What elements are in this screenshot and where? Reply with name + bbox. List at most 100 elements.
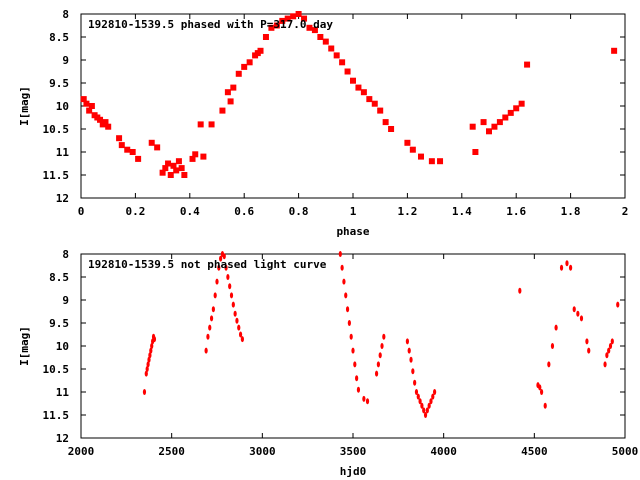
panel2-data-point	[226, 274, 230, 280]
panel1-y-tick-label: 12	[56, 192, 69, 205]
panel2-data-point	[378, 352, 382, 359]
panel1-data-point	[290, 13, 297, 20]
panel2-data-point	[429, 398, 433, 405]
panel1-y-tick-label: 9	[62, 54, 69, 67]
panel2-data-point	[587, 347, 591, 354]
panel2-data-point	[411, 368, 415, 375]
panel2-data-point	[414, 389, 419, 395]
panel2-data-point	[235, 317, 239, 324]
panel2-data-point	[538, 384, 542, 391]
panel1-data-point	[178, 165, 185, 172]
panel2-data-point	[149, 347, 153, 354]
panel2-data-point	[353, 361, 357, 368]
panel2-x-tick-label: 4000	[430, 445, 457, 458]
panel2-data-point	[365, 398, 370, 405]
panel1-data-point	[311, 27, 318, 34]
panel1-data-point	[192, 151, 199, 158]
panel2-data-point	[340, 264, 344, 271]
panel2-data-point	[418, 398, 422, 405]
panel2-data-point	[427, 402, 431, 409]
panel1-data-point	[350, 77, 356, 84]
panel2-data-point	[237, 324, 241, 331]
panel2-data-point	[349, 333, 353, 340]
panel1-data-point	[262, 34, 269, 40]
panel1-data-point	[518, 100, 525, 107]
panel2-data-point	[224, 264, 228, 271]
panel1-data-point	[175, 158, 182, 165]
panel1-data-point	[366, 96, 373, 103]
panel1-data-point	[524, 61, 531, 68]
panel1-data-point	[257, 47, 264, 54]
panel1-data-point	[224, 89, 231, 96]
panel2-data-point	[356, 386, 361, 393]
panel1-y-tick-label: 8	[62, 8, 69, 21]
panel2-data-point	[213, 292, 217, 299]
panel2-data-point	[219, 255, 223, 262]
panel1-data-point	[219, 107, 226, 114]
panel2-data-point	[345, 306, 350, 313]
panel1-data-point	[360, 89, 367, 96]
panel1-data-point	[135, 155, 142, 162]
panel2-data-point	[433, 389, 437, 395]
panel1-data-point	[181, 172, 188, 178]
panel1-x-tick-label: 0.8	[289, 205, 309, 218]
panel2-y-tick-label: 12	[56, 432, 69, 445]
panel2-y-tick-label: 8	[62, 248, 69, 261]
panel2-data-point	[518, 287, 522, 294]
panel2-data-point	[374, 370, 379, 377]
panel2-data-point	[144, 370, 148, 377]
panel1-data-point	[322, 38, 329, 45]
panel2-data-point	[145, 366, 149, 372]
panel1-data-point	[88, 103, 95, 109]
panel1-chart-title: 192810-1539.5 phased with P=317.0 day	[88, 18, 333, 31]
panel2-y-tick-label: 9.5	[49, 317, 69, 330]
panel1-data-point	[371, 100, 378, 107]
panel2-x-tick-label: 2000	[68, 445, 95, 458]
panel1-data-point	[480, 119, 487, 126]
panel1-data-point	[344, 68, 351, 75]
panel1-data-point	[197, 121, 204, 128]
panel1-x-tick-label: 1.2	[397, 205, 417, 218]
panel1-data-point	[200, 153, 207, 160]
panel2-data-point	[585, 338, 589, 345]
panel1-data-point	[129, 149, 136, 155]
panel2-data-point	[338, 251, 342, 257]
panel1-data-point	[227, 98, 234, 105]
panel2-data-point	[569, 264, 573, 271]
panel1-x-tick-label: 1	[350, 205, 357, 218]
panel2-x-tick-label: 3000	[249, 445, 276, 458]
panel1-data-point	[284, 15, 291, 22]
panel1-data-point	[513, 105, 520, 112]
panel2-data-point	[229, 292, 234, 299]
panel1-data-point	[333, 52, 340, 59]
panel2-data-point	[215, 278, 219, 285]
panel2-data-point	[240, 336, 244, 343]
panel1-data-point	[124, 146, 131, 153]
panel2-x-axis-label: hjd0	[340, 465, 367, 478]
panel1-data-point	[502, 114, 509, 121]
panel1-data-point	[404, 139, 411, 146]
panel1-data-point	[469, 123, 476, 130]
panel1-data-point	[230, 84, 237, 91]
panel1-data-point	[162, 165, 169, 172]
panel1-data-point	[268, 24, 275, 31]
panel2-data-point	[607, 347, 611, 354]
panel1-data-point	[428, 158, 435, 165]
panel1-x-tick-label: 0.2	[125, 205, 145, 218]
panel2-x-tick-label: 3500	[340, 445, 367, 458]
panel1-data-point	[306, 24, 313, 31]
panel1-data-point	[167, 172, 174, 178]
panel1-data-point	[377, 107, 384, 114]
panel2-data-point	[208, 324, 212, 331]
panel2-data-point	[407, 347, 411, 354]
panel2-data-point	[539, 389, 544, 395]
panel1-data-point	[273, 22, 280, 29]
panel1-y-tick-label: 10.5	[43, 123, 70, 136]
panel1-data-point	[170, 162, 177, 169]
panel2-data-point	[416, 393, 420, 400]
panel2-x-tick-label: 2500	[158, 445, 185, 458]
panel1-data-point	[491, 123, 498, 130]
panel2-data-point	[206, 333, 210, 340]
panel1-x-tick-label: 0	[78, 205, 85, 218]
